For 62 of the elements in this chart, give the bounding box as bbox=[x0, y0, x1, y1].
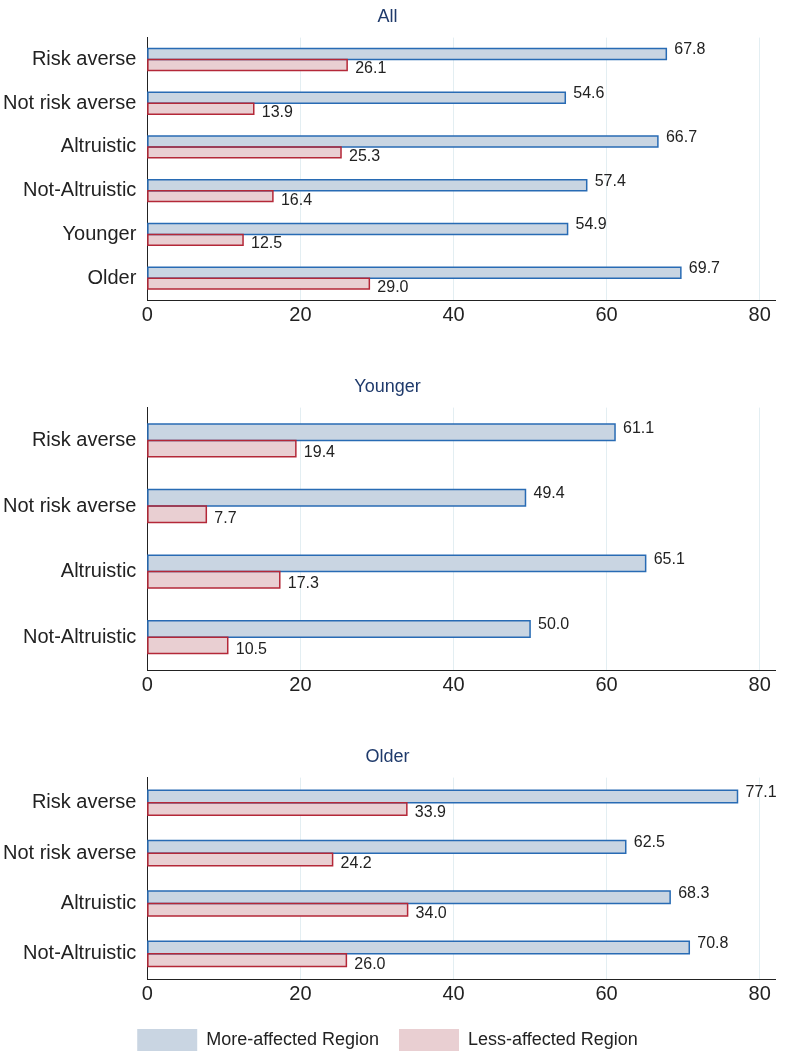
legend-label: More-affected Region bbox=[206, 1028, 380, 1049]
data-label: 26.1 bbox=[355, 59, 387, 77]
x-tick-label: 0 bbox=[141, 672, 153, 695]
data-label: 66.7 bbox=[665, 127, 698, 145]
x-tick-label: 40 bbox=[442, 302, 465, 325]
y-tick-label: Not-Altruistic bbox=[23, 624, 137, 647]
data-label: 77.1 bbox=[745, 782, 777, 800]
data-label: 68.3 bbox=[678, 883, 710, 901]
y-tick-label: Altruistic bbox=[60, 559, 137, 582]
data-label: 7.7 bbox=[214, 508, 237, 526]
chart-title: All bbox=[377, 5, 398, 26]
data-label: 54.9 bbox=[575, 215, 607, 233]
data-label: 13.9 bbox=[261, 103, 293, 121]
x-tick-label: 40 bbox=[442, 672, 465, 695]
chart-title: Younger bbox=[354, 375, 421, 396]
x-tick-label: 20 bbox=[289, 981, 312, 1004]
chart-title: Older bbox=[365, 745, 410, 766]
data-label: 57.4 bbox=[594, 171, 626, 189]
y-tick-label: Not-Altruistic bbox=[23, 941, 137, 964]
x-tick-label: 60 bbox=[595, 302, 618, 325]
y-tick-label: Not-Altruistic bbox=[23, 178, 137, 201]
data-label: 34.0 bbox=[415, 904, 447, 922]
y-tick-label: Altruistic bbox=[60, 890, 137, 913]
y-tick-label: Not risk averse bbox=[2, 493, 137, 516]
x-tick-label: 0 bbox=[141, 981, 153, 1004]
y-tick-label: Risk averse bbox=[31, 427, 137, 450]
x-tick-label: 60 bbox=[595, 672, 618, 695]
data-label: 26.0 bbox=[354, 954, 386, 972]
data-label: 70.8 bbox=[697, 933, 729, 951]
data-label: 10.5 bbox=[235, 639, 267, 657]
y-tick-label: Risk averse bbox=[31, 790, 137, 813]
y-tick-label: Risk averse bbox=[31, 46, 137, 69]
data-label: 25.3 bbox=[349, 146, 381, 164]
data-label: 19.4 bbox=[303, 443, 336, 461]
x-tick-label: 20 bbox=[289, 302, 312, 325]
data-label: 69.7 bbox=[688, 259, 721, 277]
data-label: 29.0 bbox=[377, 278, 409, 296]
y-tick-label: Altruistic bbox=[60, 134, 137, 157]
y-tick-label: Older bbox=[87, 265, 137, 288]
data-label: 17.3 bbox=[287, 574, 320, 592]
data-label: 54.6 bbox=[573, 84, 605, 102]
x-tick-label: 0 bbox=[141, 302, 153, 325]
data-label: 50.0 bbox=[538, 615, 570, 633]
data-label: 67.8 bbox=[674, 40, 706, 58]
x-tick-label: 80 bbox=[748, 981, 771, 1004]
legend-label: Less-affected Region bbox=[467, 1028, 638, 1049]
y-tick-label: Not risk averse bbox=[2, 90, 137, 113]
data-label: 24.2 bbox=[340, 853, 372, 871]
x-tick-label: 20 bbox=[289, 672, 312, 695]
data-label: 61.1 bbox=[623, 418, 655, 436]
data-label: 12.5 bbox=[251, 234, 283, 252]
data-label: 16.4 bbox=[280, 190, 313, 208]
y-tick-label: Not risk averse bbox=[2, 840, 137, 863]
data-label: 65.1 bbox=[653, 549, 685, 567]
x-tick-label: 40 bbox=[442, 981, 465, 1004]
data-label: 49.4 bbox=[533, 484, 565, 502]
x-tick-label: 80 bbox=[748, 672, 771, 695]
x-tick-label: 80 bbox=[748, 302, 771, 325]
y-tick-label: Younger bbox=[62, 221, 137, 244]
data-label: 62.5 bbox=[633, 833, 665, 851]
x-tick-label: 60 bbox=[595, 981, 618, 1004]
data-label: 33.9 bbox=[414, 803, 447, 821]
